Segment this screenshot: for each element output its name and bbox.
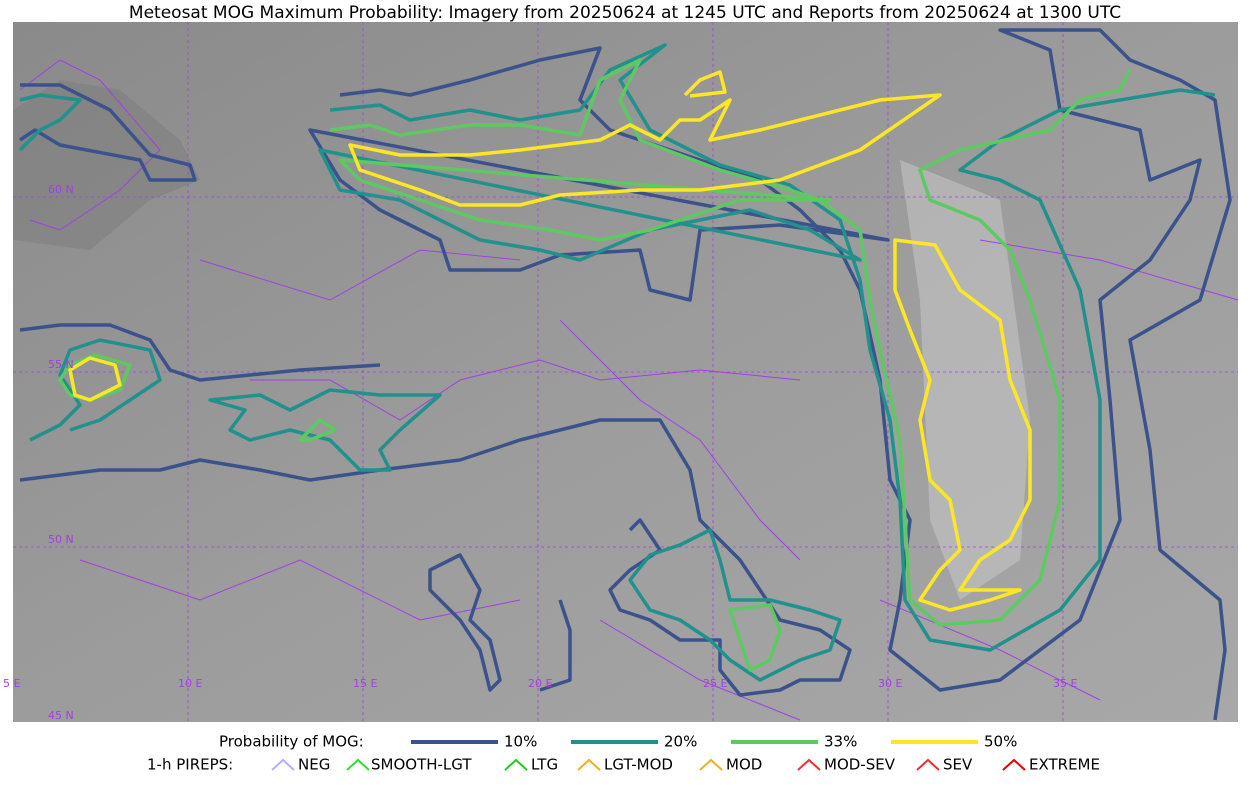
lat-label: 50 N [48,533,74,546]
legend-item: 33% [824,733,857,751]
lon-label: 30 E [878,677,902,690]
lon-label: 15 E [353,677,377,690]
lon-label: 20 E [528,677,552,690]
pirep-symbol [699,758,723,771]
lon-label: 35 E [1053,677,1077,690]
legend-item: MOD-SEV [824,756,896,774]
lon-label: 10 E [178,677,202,690]
pirep-symbol [504,758,528,771]
legend-item: SMOOTH-LGT [371,756,472,774]
lon-label: 5 E [3,677,20,690]
legend-item: LTG [531,756,558,774]
legend-item: SEV [943,756,973,774]
lat-label: 60 N [48,183,74,196]
graticule-labels: 60 N 55 N 50 N 45 N 5 E 10 E 15 E 20 E 25 E 30 E 3… [3,183,1077,722]
legend-item: 50% [984,733,1017,751]
legend-label: 1-h PIREPS: [147,756,233,774]
legend-item: MOD [726,756,762,774]
lon-label: 25 E [703,677,727,690]
legend-item: EXTREME [1029,756,1100,774]
legend-label: Probability of MOG: [219,733,364,751]
legend: Probability of MOG: 10% 20% 33% 50% 1-h PIREP… [147,733,1100,774]
legend-item: 10% [504,733,537,751]
lat-label: 55 N [48,358,74,371]
pirep-symbol [577,758,601,771]
lat-label: 45 N [48,709,74,722]
pirep-symbol [797,758,821,771]
legend-item: NEG [298,756,330,774]
legend-item: LGT-MOD [604,756,673,774]
pirep-symbol [916,758,940,771]
title: Meteosat MOG Maximum Probability: Imager… [129,3,1121,23]
map [13,22,1239,722]
legend-item: 20% [664,733,697,751]
pirep-symbol [271,758,295,771]
pirep-symbol [346,758,370,771]
pirep-symbol [1002,758,1026,771]
